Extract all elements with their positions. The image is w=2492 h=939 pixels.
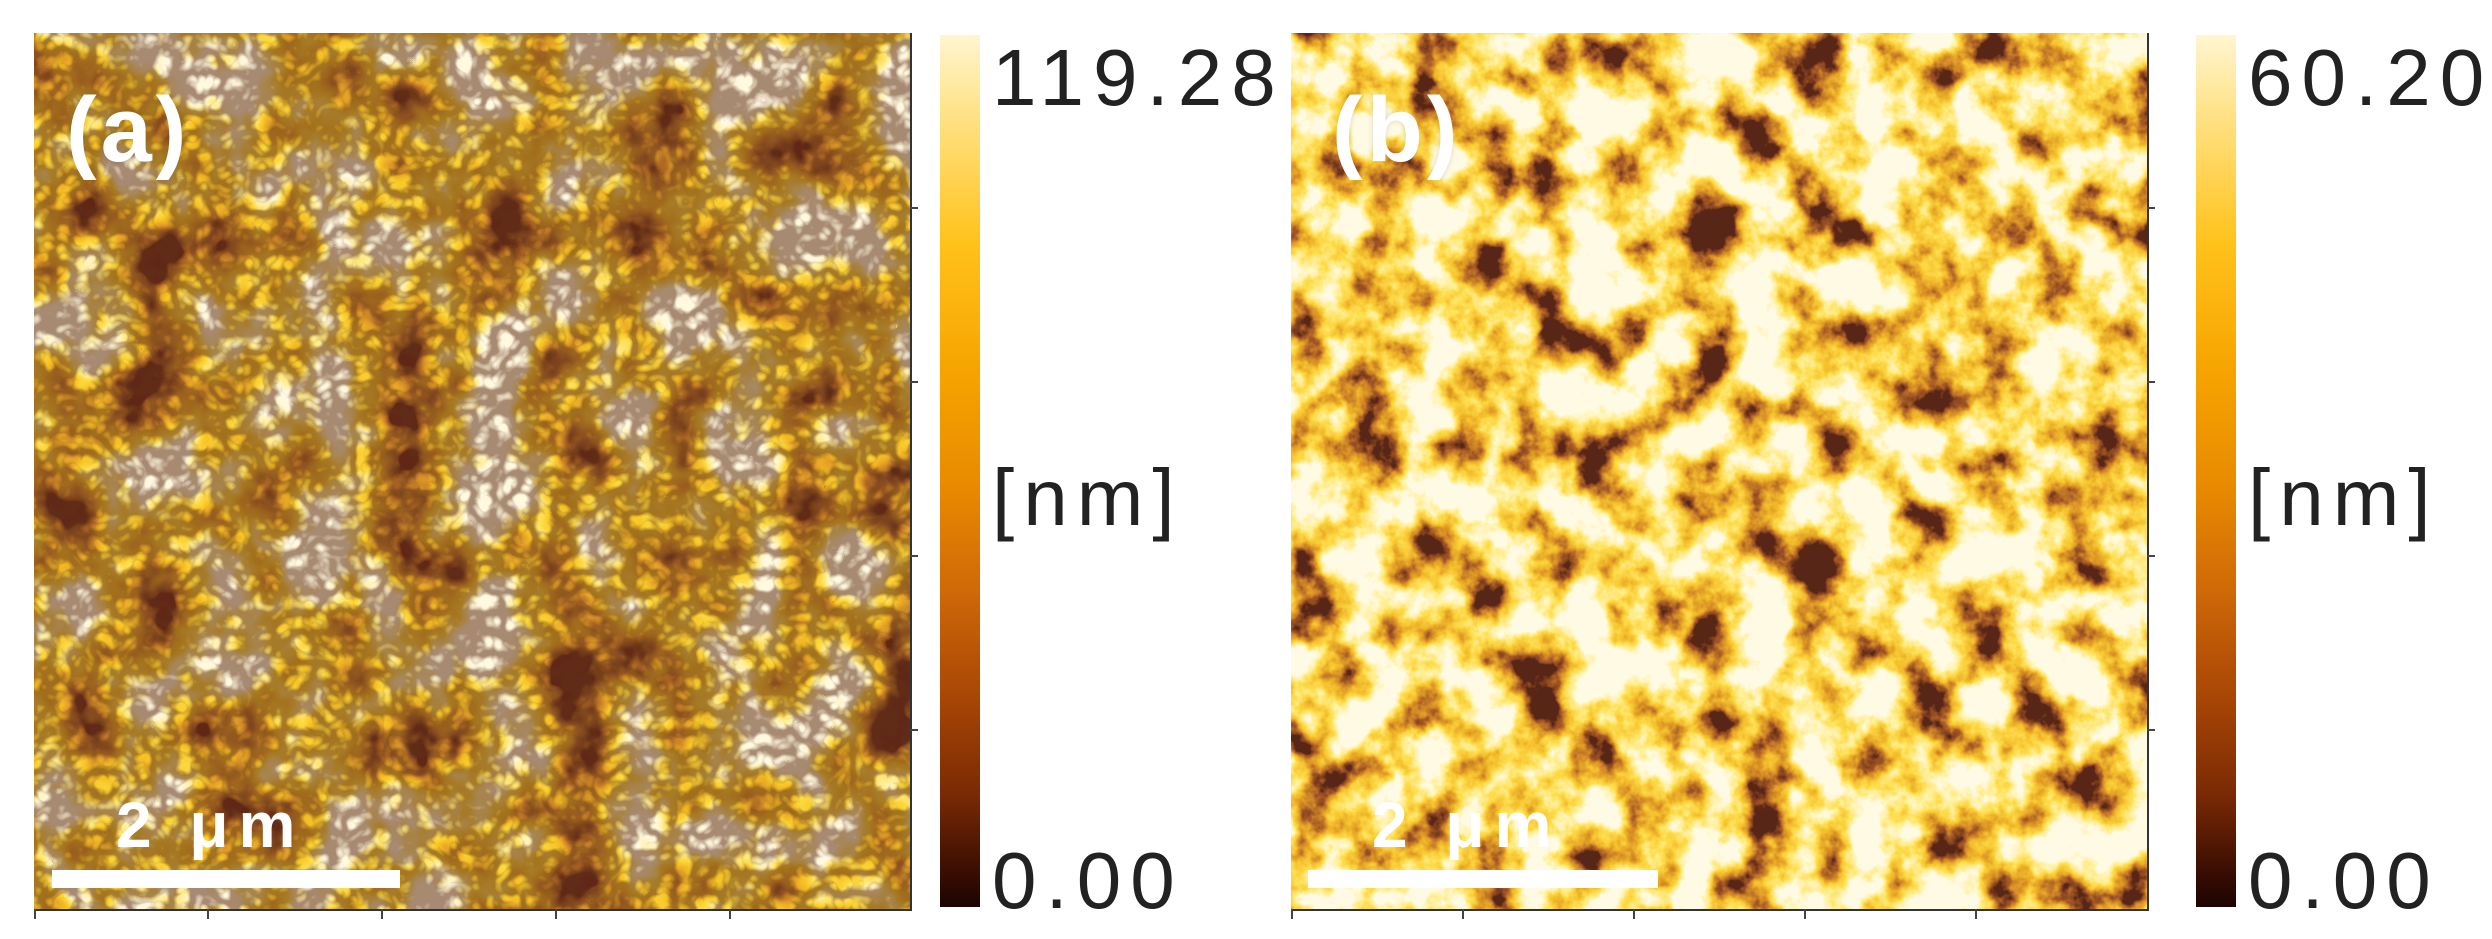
- x-axis-tick: [207, 909, 209, 919]
- scale-bar-a: [52, 870, 400, 888]
- afm-height-image-b: [1291, 33, 2149, 911]
- scale-bar-label-a: 2 μm: [116, 789, 306, 861]
- y-axis-tick: [2147, 729, 2155, 731]
- afm-panel-a: (a) 2 μm 119.28 [nm] 0.00: [34, 33, 1285, 925]
- scale-bar-b: [1308, 870, 1658, 888]
- y-axis-tick: [910, 555, 918, 557]
- scale-bar-label-b: 2 μm: [1372, 789, 1562, 861]
- colorbar-unit-label-b: [nm]: [2248, 453, 2440, 542]
- colorbar-unit-label-a: [nm]: [992, 453, 1184, 542]
- panel-label-b: (b): [1332, 79, 1462, 181]
- panel-label-a: (a): [66, 79, 191, 181]
- colorbar-max-label-a: 119.28: [992, 33, 1285, 122]
- y-axis-tick: [910, 381, 918, 383]
- x-axis-tick: [1633, 909, 1635, 919]
- x-axis-tick: [1975, 909, 1977, 919]
- colorbar-b: [2196, 35, 2236, 907]
- x-axis-tick: [381, 909, 383, 919]
- afm-height-image-a: [34, 33, 912, 911]
- afm-texture-b: [1291, 33, 2147, 909]
- colorbar-min-label-b: 0.00: [2248, 836, 2440, 925]
- x-axis-tick: [1462, 909, 1464, 919]
- x-axis-tick: [555, 909, 557, 919]
- colorbar-max-label-b: 60.20: [2248, 33, 2492, 122]
- afm-panel-b: (b) 2 μm 60.20 [nm] 0.00: [1290, 0, 2492, 939]
- y-axis-tick: [2147, 207, 2155, 209]
- x-axis-tick: [34, 909, 36, 919]
- y-axis-tick: [910, 207, 918, 209]
- x-axis-tick: [729, 909, 731, 919]
- y-axis-tick: [910, 729, 918, 731]
- colorbar-min-label-a: 0.00: [992, 836, 1184, 925]
- y-axis-tick: [2147, 555, 2155, 557]
- y-axis-tick: [2147, 381, 2155, 383]
- x-axis-tick: [1291, 909, 1293, 919]
- x-axis-tick: [1804, 909, 1806, 919]
- afm-texture-a: [34, 33, 910, 909]
- colorbar-a: [940, 35, 980, 907]
